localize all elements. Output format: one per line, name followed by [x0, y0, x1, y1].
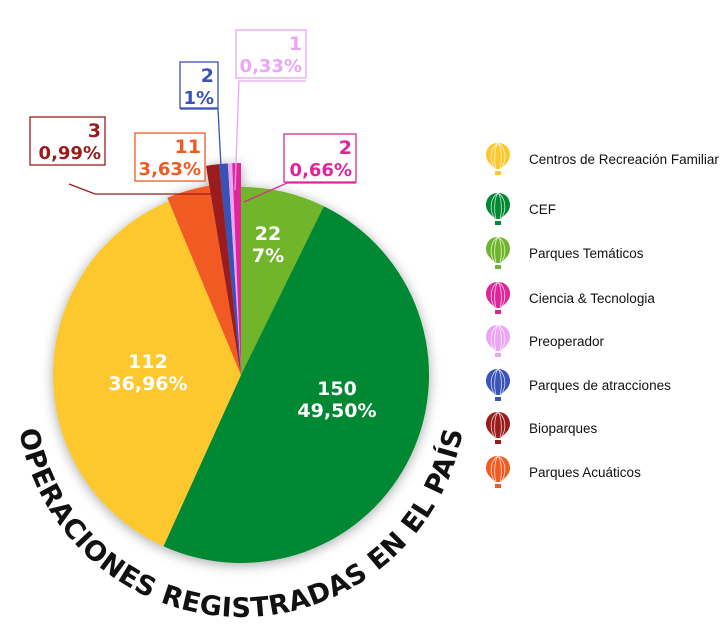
legend-label: Ciencia & Tecnologia	[529, 290, 655, 306]
callout-value: 11	[175, 136, 201, 158]
data-label-value: 22	[255, 223, 281, 245]
legend-label: Preoperador	[529, 333, 605, 349]
callout-box	[134, 132, 206, 182]
legend-item: Parques de atracciones	[485, 368, 725, 402]
leader-line	[234, 80, 306, 191]
balloon-icon	[486, 236, 510, 269]
callout-box	[283, 133, 357, 183]
balloon-icon	[486, 455, 510, 488]
legend-label: Parques de atracciones	[529, 377, 671, 393]
callout-box	[235, 29, 307, 79]
callout-pct: 0,66%	[290, 160, 352, 181]
legend-label: Parques Acuáticos	[529, 464, 641, 480]
balloon-icon	[486, 281, 510, 314]
legend-item: Centros de Recreación Familiar	[485, 142, 725, 176]
legend-item: CEF	[485, 192, 725, 226]
leader-line	[243, 182, 356, 203]
callout-box	[29, 116, 106, 166]
legend-item: Parques Acuáticos	[485, 455, 725, 489]
legend-item: Parques Temáticos	[485, 236, 725, 270]
legend-label: Bioparques	[529, 420, 598, 436]
callout-pct: 1%	[183, 88, 214, 109]
data-label-pct: 49,50%	[297, 400, 376, 422]
legend-item: Preoperador	[485, 324, 725, 358]
data-label-value: 150	[317, 378, 357, 400]
legend-item: Bioparques	[485, 411, 725, 445]
pie-slice-ciencia-tecnologia	[232, 163, 241, 375]
data-label-pct: 36,96%	[108, 373, 187, 395]
balloon-icon	[486, 192, 510, 225]
callout-box	[179, 61, 219, 109]
legend-label: CEF	[529, 201, 556, 217]
leader-line	[180, 108, 223, 187]
leader-line	[68, 183, 212, 195]
callout-pct: 3,63%	[139, 159, 201, 180]
balloon-icon	[486, 142, 510, 175]
data-label-pct: 7%	[252, 245, 284, 267]
callout-pct: 0,33%	[240, 56, 302, 77]
callout-value: 2	[339, 137, 352, 159]
pie-slice-parques-tem-ticos	[241, 187, 324, 375]
pie-slice-parques-acu-ticos	[167, 185, 241, 375]
pie-slice-parques-de-atracciones	[219, 163, 241, 375]
callout-pct: 0,99%	[39, 143, 101, 164]
balloon-icon	[486, 411, 510, 444]
legend-label: Parques Temáticos	[529, 245, 644, 261]
data-label-value: 112	[128, 351, 168, 373]
callout-value: 3	[88, 120, 101, 142]
pie-slice-cef	[163, 206, 429, 563]
callout-value: 1	[289, 33, 302, 55]
balloon-icon	[486, 368, 510, 401]
legend-item: Ciencia & Tecnologia	[485, 281, 725, 315]
legend-label: Centros de Recreación Familiar	[529, 151, 719, 167]
pie-slice-bioparques	[205, 164, 241, 375]
pie-slice-preoperador	[227, 163, 241, 375]
pie-slice-centros-de-recreaci-n-familiar	[52, 201, 241, 547]
callout-value: 2	[201, 65, 214, 87]
balloon-icon	[486, 324, 510, 357]
